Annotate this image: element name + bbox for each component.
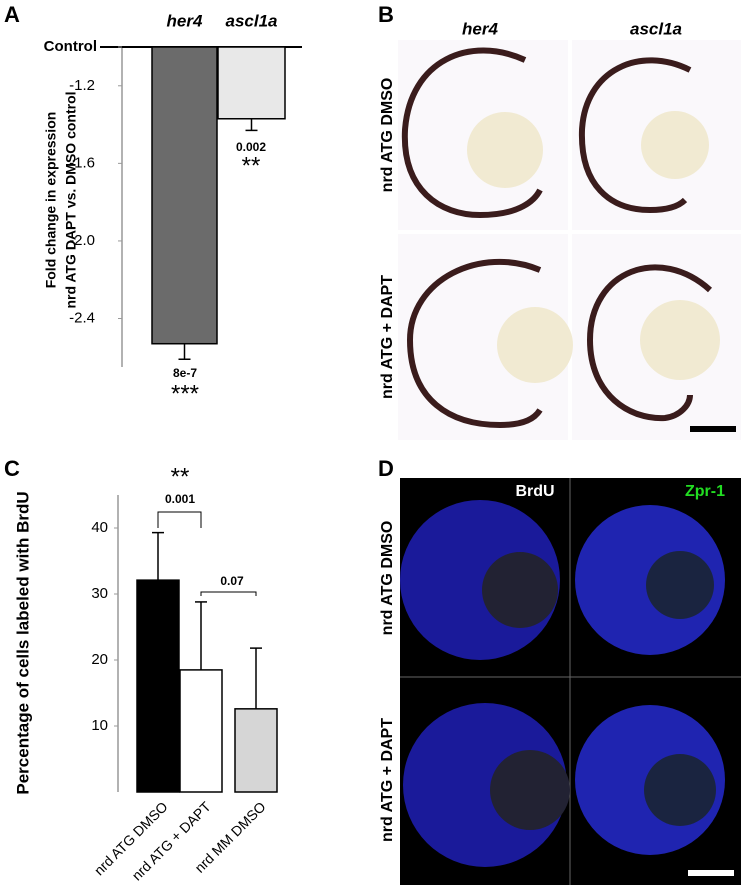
- column-header: her4: [462, 19, 498, 38]
- panel-label: A: [4, 2, 20, 27]
- significance: **: [242, 152, 261, 179]
- category-label: ascl1a: [226, 11, 278, 30]
- category-label: her4: [167, 11, 203, 30]
- p-value: 8e-7: [173, 366, 197, 380]
- significance: **: [171, 463, 190, 490]
- y-axis-label: nrd ATG DAPT vs. DMSO control: [63, 91, 79, 308]
- y-tick-label: -2.0: [69, 232, 95, 249]
- y-axis-label: Fold change in expression: [43, 112, 59, 289]
- bar: [151, 46, 218, 345]
- row-label: nrd ATG DMSO: [379, 521, 396, 636]
- p-value: 0.07: [220, 574, 244, 588]
- y-axis-label: Percentage of cells labeled with BrdU: [13, 491, 32, 794]
- channel-label: Zpr-1: [685, 483, 725, 500]
- y-tick-label: Control: [44, 38, 97, 55]
- y-tick-label: 20: [91, 651, 108, 668]
- panel-b-images: [398, 40, 741, 440]
- bar: [179, 669, 223, 793]
- p-value: 0.001: [165, 492, 195, 506]
- y-tick-label: -1.6: [69, 154, 95, 171]
- panel-label: B: [378, 2, 394, 27]
- significance: ***: [171, 380, 199, 407]
- y-tick-label: -1.2: [69, 77, 95, 94]
- panel-label: C: [4, 456, 20, 481]
- p-value: 0.002: [236, 140, 266, 154]
- channel-label: BrdU: [515, 483, 554, 500]
- y-tick-label: 10: [91, 717, 108, 734]
- bar: [217, 46, 286, 120]
- column-header: ascl1a: [630, 19, 682, 38]
- category-label: nrd ATG DMSO: [91, 798, 171, 878]
- bar: [136, 579, 180, 793]
- row-label: nrd ATG + DAPT: [379, 718, 396, 842]
- y-tick-label: 40: [91, 519, 108, 536]
- bar: [234, 708, 278, 793]
- row-label: nrd ATG + DAPT: [379, 275, 396, 399]
- y-tick-label: 30: [91, 585, 108, 602]
- row-label: nrd ATG DMSO: [379, 78, 396, 193]
- panel-label: D: [378, 456, 394, 481]
- y-tick-label: -2.4: [69, 309, 95, 326]
- panel-d-images: [400, 478, 741, 885]
- bracket: [200, 591, 257, 596]
- bracket: [157, 511, 202, 528]
